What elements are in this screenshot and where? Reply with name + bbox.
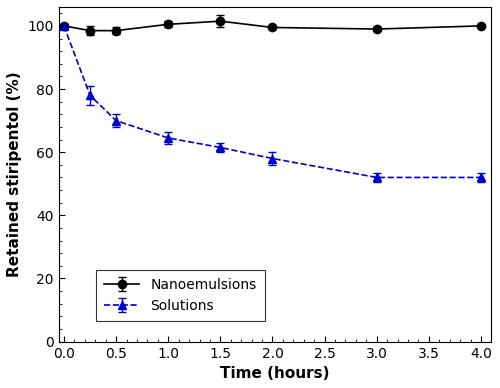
Y-axis label: Retained stiripentol (%): Retained stiripentol (%) [7, 71, 22, 277]
X-axis label: Time (hours): Time (hours) [220, 366, 330, 381]
Legend: Nanoemulsions, Solutions: Nanoemulsions, Solutions [96, 270, 264, 321]
